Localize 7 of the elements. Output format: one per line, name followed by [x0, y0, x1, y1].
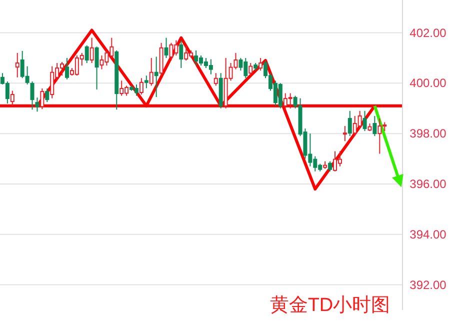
y-tick-label: 394.00	[410, 227, 447, 242]
y-tick-label: 396.00	[410, 176, 447, 191]
y-tick-label: 392.00	[410, 278, 447, 292]
title: 黄金TD小时图	[270, 295, 390, 316]
y-tick-label: 402.00	[410, 26, 447, 40]
y-tick-label: 398.00	[410, 126, 447, 141]
y-tick-label: 400.00	[410, 76, 447, 90]
